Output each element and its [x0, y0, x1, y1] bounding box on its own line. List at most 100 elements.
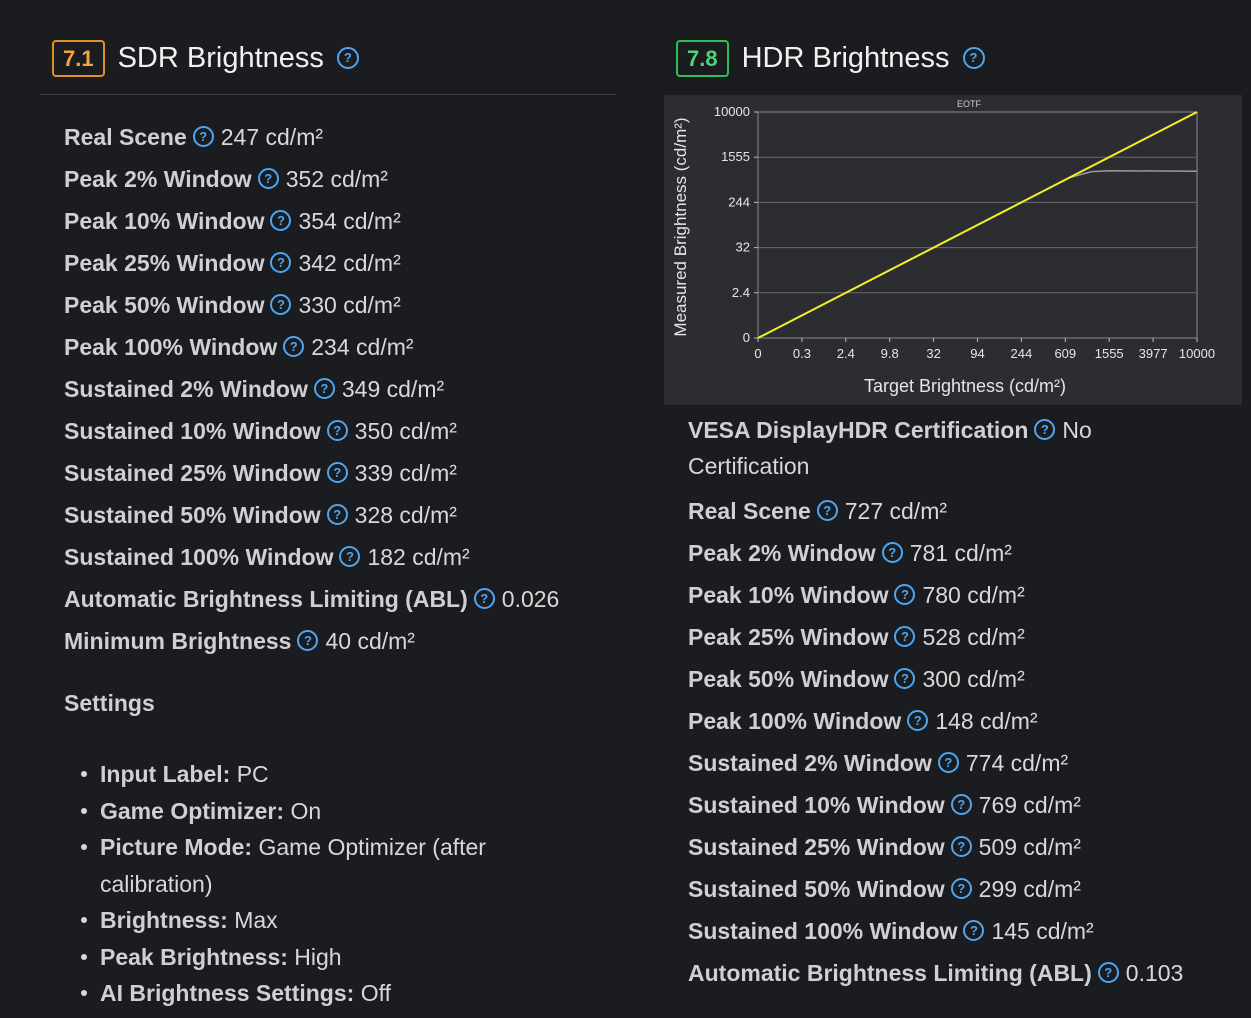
settings-label: Picture Mode: [100, 834, 253, 860]
question-circle-icon[interactable]: ? [950, 794, 972, 816]
chart-title: EOTF [957, 99, 982, 109]
question-circle-icon[interactable]: ? [963, 920, 985, 942]
settings-label: Brightness: [100, 907, 228, 933]
x-tick-label: 32 [926, 346, 940, 361]
x-tick-label: 1555 [1095, 346, 1124, 361]
question-circle-icon[interactable]: ? [270, 210, 292, 232]
question-circle-icon[interactable]: ? [894, 668, 916, 690]
question-circle-icon[interactable]: ? [894, 626, 916, 648]
question-circle-icon[interactable]: ? [950, 878, 972, 900]
question-circle-icon[interactable]: ? [326, 462, 348, 484]
settings-label: Input Label: [100, 761, 231, 787]
row-label: Sustained 100% Window [64, 544, 334, 570]
row-label: Sustained 50% Window [64, 502, 321, 528]
row-value: 342 cd/m² [298, 250, 401, 276]
question-circle-icon[interactable]: ? [192, 126, 214, 148]
x-tick-label: 609 [1054, 346, 1076, 361]
y-tick-label: 10000 [714, 104, 750, 119]
result-row: Sustained 100% Window? 145 cd/m² [688, 910, 1208, 952]
row-label: Automatic Brightness Limiting (ABL) [688, 960, 1092, 986]
row-label: Peak 50% Window [688, 666, 889, 692]
series-line-target [757, 111, 1198, 339]
x-tick-label: 0 [754, 346, 761, 361]
row-value: 528 cd/m² [922, 624, 1025, 650]
result-row: Peak 10% Window? 780 cd/m² [688, 574, 1208, 616]
question-circle-icon[interactable]: ? [907, 710, 929, 732]
question-circle-icon[interactable]: ? [270, 252, 292, 274]
chart-x-axis-label: Target Brightness (cd/m²) [864, 376, 1066, 396]
settings-label: Game Optimizer: [100, 797, 285, 824]
settings-label: AI Brightness Settings: [100, 980, 355, 1006]
row-value: 145 cd/m² [991, 918, 1094, 944]
sdr-results: Real Scene? 247 cd/m² Peak 2% Window? 352 c… [64, 116, 616, 662]
chart-y-axis-label: Measured Brightness (cd/m²) [671, 117, 690, 336]
question-circle-icon[interactable]: ? [1034, 419, 1056, 441]
result-row: Automatic Brightness Limiting (ABL)? 0.02… [64, 578, 616, 620]
result-row: Peak 50% Window? 300 cd/m² [688, 658, 1208, 700]
sdr-title: SDR Brightness [117, 41, 324, 74]
row-label: Automatic Brightness Limiting (ABL) [64, 586, 468, 612]
question-circle-icon[interactable]: ? [962, 47, 985, 69]
question-circle-icon[interactable]: ? [881, 542, 903, 564]
question-circle-icon[interactable]: ? [937, 752, 959, 774]
settings-value: PC [236, 761, 269, 787]
row-label: Peak 50% Window [64, 292, 265, 318]
question-circle-icon[interactable]: ? [313, 378, 335, 400]
row-value: 350 cd/m² [354, 418, 457, 444]
question-circle-icon[interactable]: ? [1097, 962, 1119, 984]
eotf-chart: EOTF Measured Brightness (cd/m²) Target … [664, 95, 1242, 405]
row-value: 182 cd/m² [367, 544, 470, 570]
question-circle-icon[interactable]: ? [473, 588, 495, 610]
row-value: 781 cd/m² [909, 540, 1012, 566]
result-row: Sustained 50% Window? 299 cd/m² [688, 868, 1208, 910]
row-label: Peak 100% Window [688, 708, 902, 734]
certification-row: VESA DisplayHDR Certification? No Certifi… [688, 412, 1208, 484]
settings-label: Peak Brightness: [100, 943, 288, 970]
row-value: 0.103 [1125, 960, 1184, 986]
y-tick-label: 32 [736, 240, 750, 255]
question-circle-icon[interactable]: ? [270, 294, 292, 316]
question-circle-icon[interactable]: ? [336, 47, 359, 69]
row-value: 0.026 [501, 586, 560, 612]
divider [40, 94, 616, 95]
result-row: Peak 25% Window? 528 cd/m² [688, 616, 1208, 658]
x-tick-label: 3977 [1139, 346, 1168, 361]
result-row: Sustained 25% Window? 339 cd/m² [64, 452, 616, 494]
question-circle-icon[interactable]: ? [339, 546, 361, 568]
row-label: Peak 25% Window [64, 250, 265, 276]
question-circle-icon[interactable]: ? [283, 336, 305, 358]
row-value: 354 cd/m² [298, 208, 401, 234]
row-value: 247 cd/m² [220, 124, 324, 150]
question-circle-icon[interactable]: ? [297, 630, 319, 652]
question-circle-icon[interactable]: ? [894, 584, 916, 606]
row-label: Minimum Brightness [64, 628, 292, 654]
row-value: 727 cd/m² [844, 498, 948, 524]
settings-item: Game Optimizer: On [81, 793, 580, 830]
row-value: 780 cd/m² [922, 582, 1025, 608]
row-value: 328 cd/m² [354, 502, 457, 528]
result-row: Sustained 50% Window? 328 cd/m² [64, 494, 616, 536]
question-circle-icon[interactable]: ? [326, 420, 348, 442]
row-value: 148 cd/m² [935, 708, 1038, 734]
y-tick-label: 244 [728, 194, 750, 209]
row-value: 234 cd/m² [311, 334, 414, 360]
row-value: 774 cd/m² [965, 750, 1069, 776]
x-tick-label: 0.3 [793, 346, 811, 361]
row-label: Sustained 10% Window [688, 792, 945, 818]
question-circle-icon[interactable]: ? [326, 504, 348, 526]
row-label: Peak 100% Window [64, 334, 278, 360]
settings-value: High [294, 943, 342, 970]
result-row: Sustained 10% Window? 769 cd/m² [688, 784, 1208, 826]
sdr-score-badge: 7.1 [52, 39, 105, 77]
row-value: 352 cd/m² [285, 166, 388, 192]
x-tick-label: 10000 [1179, 346, 1215, 361]
settings-value: On [290, 797, 322, 824]
chart-plot-area: 0 2.4 32 244 1555 10000 0 0.3 2.4 9.8 32 94 244 609 15… [714, 104, 1215, 361]
row-label: Real Scene [688, 498, 811, 524]
row-label: Peak 2% Window [688, 540, 876, 566]
question-circle-icon[interactable]: ? [816, 500, 838, 522]
settings-item: Input Label: PC [81, 756, 580, 793]
question-circle-icon[interactable]: ? [257, 168, 279, 190]
question-circle-icon[interactable]: ? [950, 836, 972, 858]
eotf-chart-svg: EOTF Measured Brightness (cd/m²) Target … [671, 99, 1215, 396]
